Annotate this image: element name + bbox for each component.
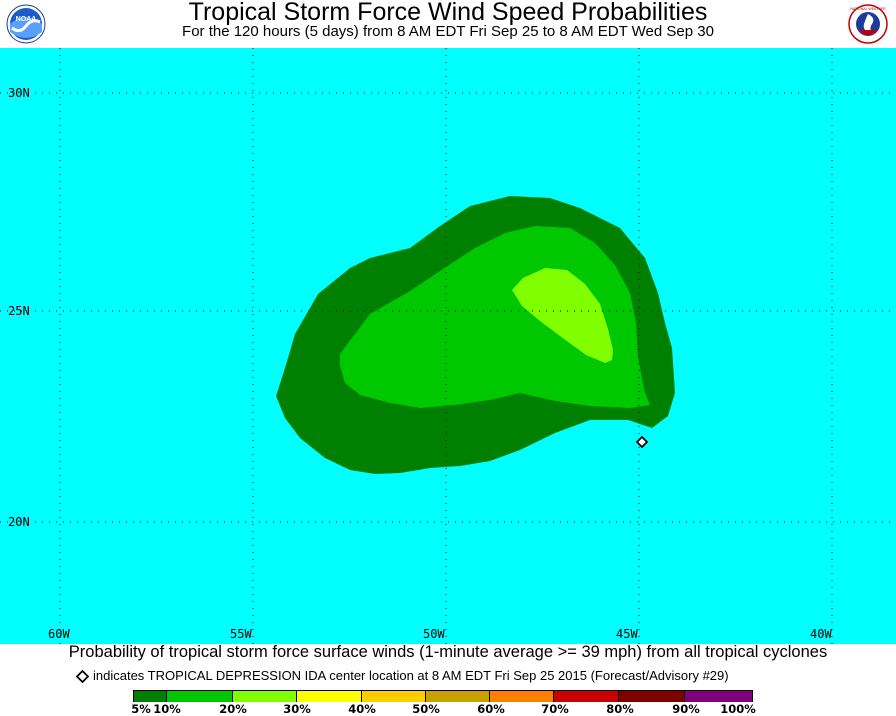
lon-label-45w: 45W — [616, 627, 638, 641]
lat-label-25n: 25N — [8, 304, 30, 318]
legend-label: 30% — [283, 702, 311, 716]
legend-label: 20% — [219, 702, 247, 716]
legend-label: 70% — [541, 702, 569, 716]
page-title: Tropical Storm Force Wind Speed Probabil… — [188, 0, 708, 26]
probability-map: 30N 25N 20N 60W 55W 50W 45W 40W — [0, 48, 896, 644]
legend-label: 100% — [720, 702, 756, 716]
svg-text:NOAA: NOAA — [16, 16, 37, 23]
legend-label: 60% — [477, 702, 505, 716]
lat-lon-grid — [0, 48, 896, 644]
lon-label-60w: 60W — [48, 627, 70, 641]
legend-swatch — [425, 691, 491, 702]
legend-label: 50% — [412, 702, 440, 716]
svg-text:NATIONAL WEATHER: NATIONAL WEATHER — [850, 7, 886, 11]
contour-10-20-percent — [340, 226, 650, 408]
center-location-note: indicates TROPICAL DEPRESSION IDA center… — [76, 667, 729, 685]
legend-swatch — [685, 691, 753, 702]
legend-swatch — [619, 691, 686, 702]
storm-center-marker — [635, 435, 649, 449]
diamond-icon — [76, 669, 89, 683]
center-note-text: indicates TROPICAL DEPRESSION IDA center… — [93, 668, 729, 683]
legend-label: 40% — [348, 702, 376, 716]
lon-label-40w: 40W — [810, 627, 832, 641]
legend-label: 5% — [131, 702, 151, 716]
nws-logo: NATIONAL WEATHER — [848, 4, 888, 44]
page-subtitle: For the 120 hours (5 days) from 8 AM EDT… — [182, 23, 714, 40]
legend-swatch — [361, 691, 426, 702]
lon-label-50w: 50W — [423, 627, 445, 641]
legend-swatch — [232, 691, 297, 702]
legend-label: 10% — [153, 702, 181, 716]
legend-swatch — [490, 691, 555, 702]
legend-label: 90% — [672, 702, 700, 716]
lat-label-30n: 30N — [8, 86, 30, 100]
legend-label: 80% — [606, 702, 634, 716]
noaa-logo: NOAA — [6, 4, 46, 44]
contour-20-30-percent — [512, 268, 613, 363]
legend-swatch — [133, 691, 167, 702]
lat-label-20n: 20N — [8, 515, 30, 529]
legend-swatch — [554, 691, 620, 702]
map-caption: Probability of tropical storm force surf… — [68, 643, 828, 661]
legend-swatch — [296, 691, 362, 702]
lon-label-55w: 55W — [230, 627, 252, 641]
probability-legend-bar — [133, 690, 753, 702]
legend-swatch — [166, 691, 233, 702]
